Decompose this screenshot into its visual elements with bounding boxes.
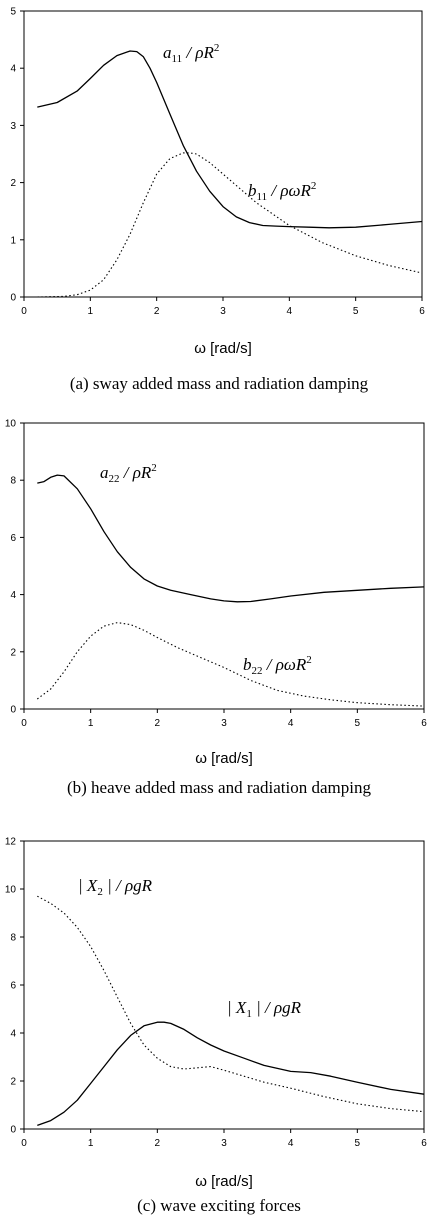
caption-wave: (c) wave exciting forces [137, 1196, 301, 1215]
series-line-dotted [37, 152, 423, 298]
y-tick-label: 3 [10, 121, 16, 132]
x-tick-label: 1 [88, 718, 94, 729]
y-tick-label: 1 [10, 235, 16, 246]
annotation-a11: a11 / ρR2 [163, 42, 219, 65]
annotation-b11: b11 / ρωR2 [248, 180, 316, 203]
axes: 0 1 2 3 4 5 6 0 1 2 3 4 5 ω [rad/s] [10, 7, 425, 358]
y-tick-label: 6 [10, 981, 16, 992]
y-tick-label: 2 [10, 647, 16, 658]
annotation-x2: | X2 | / ρgR [78, 876, 153, 898]
y-tick-label: 4 [10, 1029, 16, 1040]
y-tick-label: 12 [5, 837, 17, 848]
series-line-solid [37, 1021, 425, 1127]
x-tick-label: 2 [155, 718, 161, 729]
chart-heave: 0 1 2 3 4 5 6 0 2 4 6 8 10 ω [rad/s] a22 / ρR2 b22 / … [5, 419, 427, 768]
y-tick-label: 10 [5, 885, 17, 896]
y-tick-label: 2 [10, 178, 16, 189]
y-tick-label: 8 [10, 933, 16, 944]
y-tick-label: 8 [10, 476, 16, 487]
series-line-solid [37, 474, 425, 603]
caption-sway: (a) sway added mass and radiation dampin… [69, 374, 369, 393]
chart-panel-wave: 0 1 2 3 4 5 6 0 2 4 6 8 10 12 ω [rad/s] | X2 | / ρgR |… [0, 822, 438, 1228]
caption-heave: (b) heave added mass and radiation dampi… [66, 778, 371, 797]
x-tick-label: 4 [287, 306, 293, 317]
y-tick-label: 0 [10, 293, 16, 304]
x-axis-label: ω [rad/s] [195, 1173, 253, 1190]
x-tick-label: 6 [421, 718, 427, 729]
y-tick-label: 5 [10, 7, 16, 18]
plot-frame [23, 422, 425, 710]
y-tick-label: 2 [10, 1077, 16, 1088]
y-tick-label: 0 [10, 705, 16, 716]
x-tick-label: 3 [220, 306, 226, 317]
x-tick-label: 0 [21, 1138, 27, 1149]
series-layer [37, 895, 425, 1127]
annotation-x1: | X1 | / ρgR [227, 998, 302, 1020]
series-line-solid [37, 50, 423, 229]
chart-sway: 0 1 2 3 4 5 6 0 1 2 3 4 5 ω [rad/s] a11 / ρR2 b11 / ρ… [10, 7, 425, 358]
plot-frame [23, 10, 423, 298]
series-layer [37, 50, 423, 298]
x-tick-label: 5 [355, 718, 361, 729]
y-tick-label: 4 [10, 590, 16, 601]
annotation-layer: a11 / ρR2 b11 / ρωR2 [163, 42, 316, 203]
chart-panel-heave: 0 1 2 3 4 5 6 0 2 4 6 8 10 ω [rad/s] a22 / ρR2 b22 / … [0, 408, 438, 806]
x-tick-label: 6 [421, 1138, 427, 1149]
annotation-b22: b22 / ρωR2 [243, 654, 312, 677]
y-tick-label: 4 [10, 64, 16, 75]
y-tick-label: 0 [10, 1125, 16, 1136]
chart-panel-sway: 0 1 2 3 4 5 6 0 1 2 3 4 5 ω [rad/s] a11 / ρR2 b11 / ρ… [0, 0, 438, 402]
x-tick-label: 4 [288, 718, 294, 729]
axes: 0 1 2 3 4 5 6 0 2 4 6 8 10 ω [rad/s] [5, 419, 427, 768]
x-tick-label: 6 [419, 306, 425, 317]
annotation-a22: a22 / ρR2 [100, 462, 157, 485]
annotation-layer: a22 / ρR2 b22 / ρωR2 [100, 462, 312, 677]
x-tick-label: 0 [21, 718, 27, 729]
x-tick-label: 2 [155, 1138, 161, 1149]
x-tick-label: 0 [21, 306, 27, 317]
annotation-layer: | X2 | / ρgR | X1 | / ρgR [78, 876, 302, 1020]
y-tick-label: 10 [5, 419, 17, 430]
x-axis-label: ω [rad/s] [195, 750, 253, 767]
x-tick-label: 1 [88, 306, 94, 317]
x-tick-label: 5 [355, 1138, 361, 1149]
x-tick-label: 5 [353, 306, 359, 317]
x-axis-label: ω [rad/s] [194, 340, 252, 357]
series-line-dotted [36, 622, 425, 707]
y-tick-label: 6 [10, 533, 16, 544]
x-tick-label: 3 [221, 1138, 227, 1149]
series-layer [36, 474, 425, 707]
x-tick-label: 3 [221, 718, 227, 729]
x-tick-label: 4 [288, 1138, 294, 1149]
x-tick-label: 1 [88, 1138, 94, 1149]
x-tick-label: 2 [154, 306, 160, 317]
